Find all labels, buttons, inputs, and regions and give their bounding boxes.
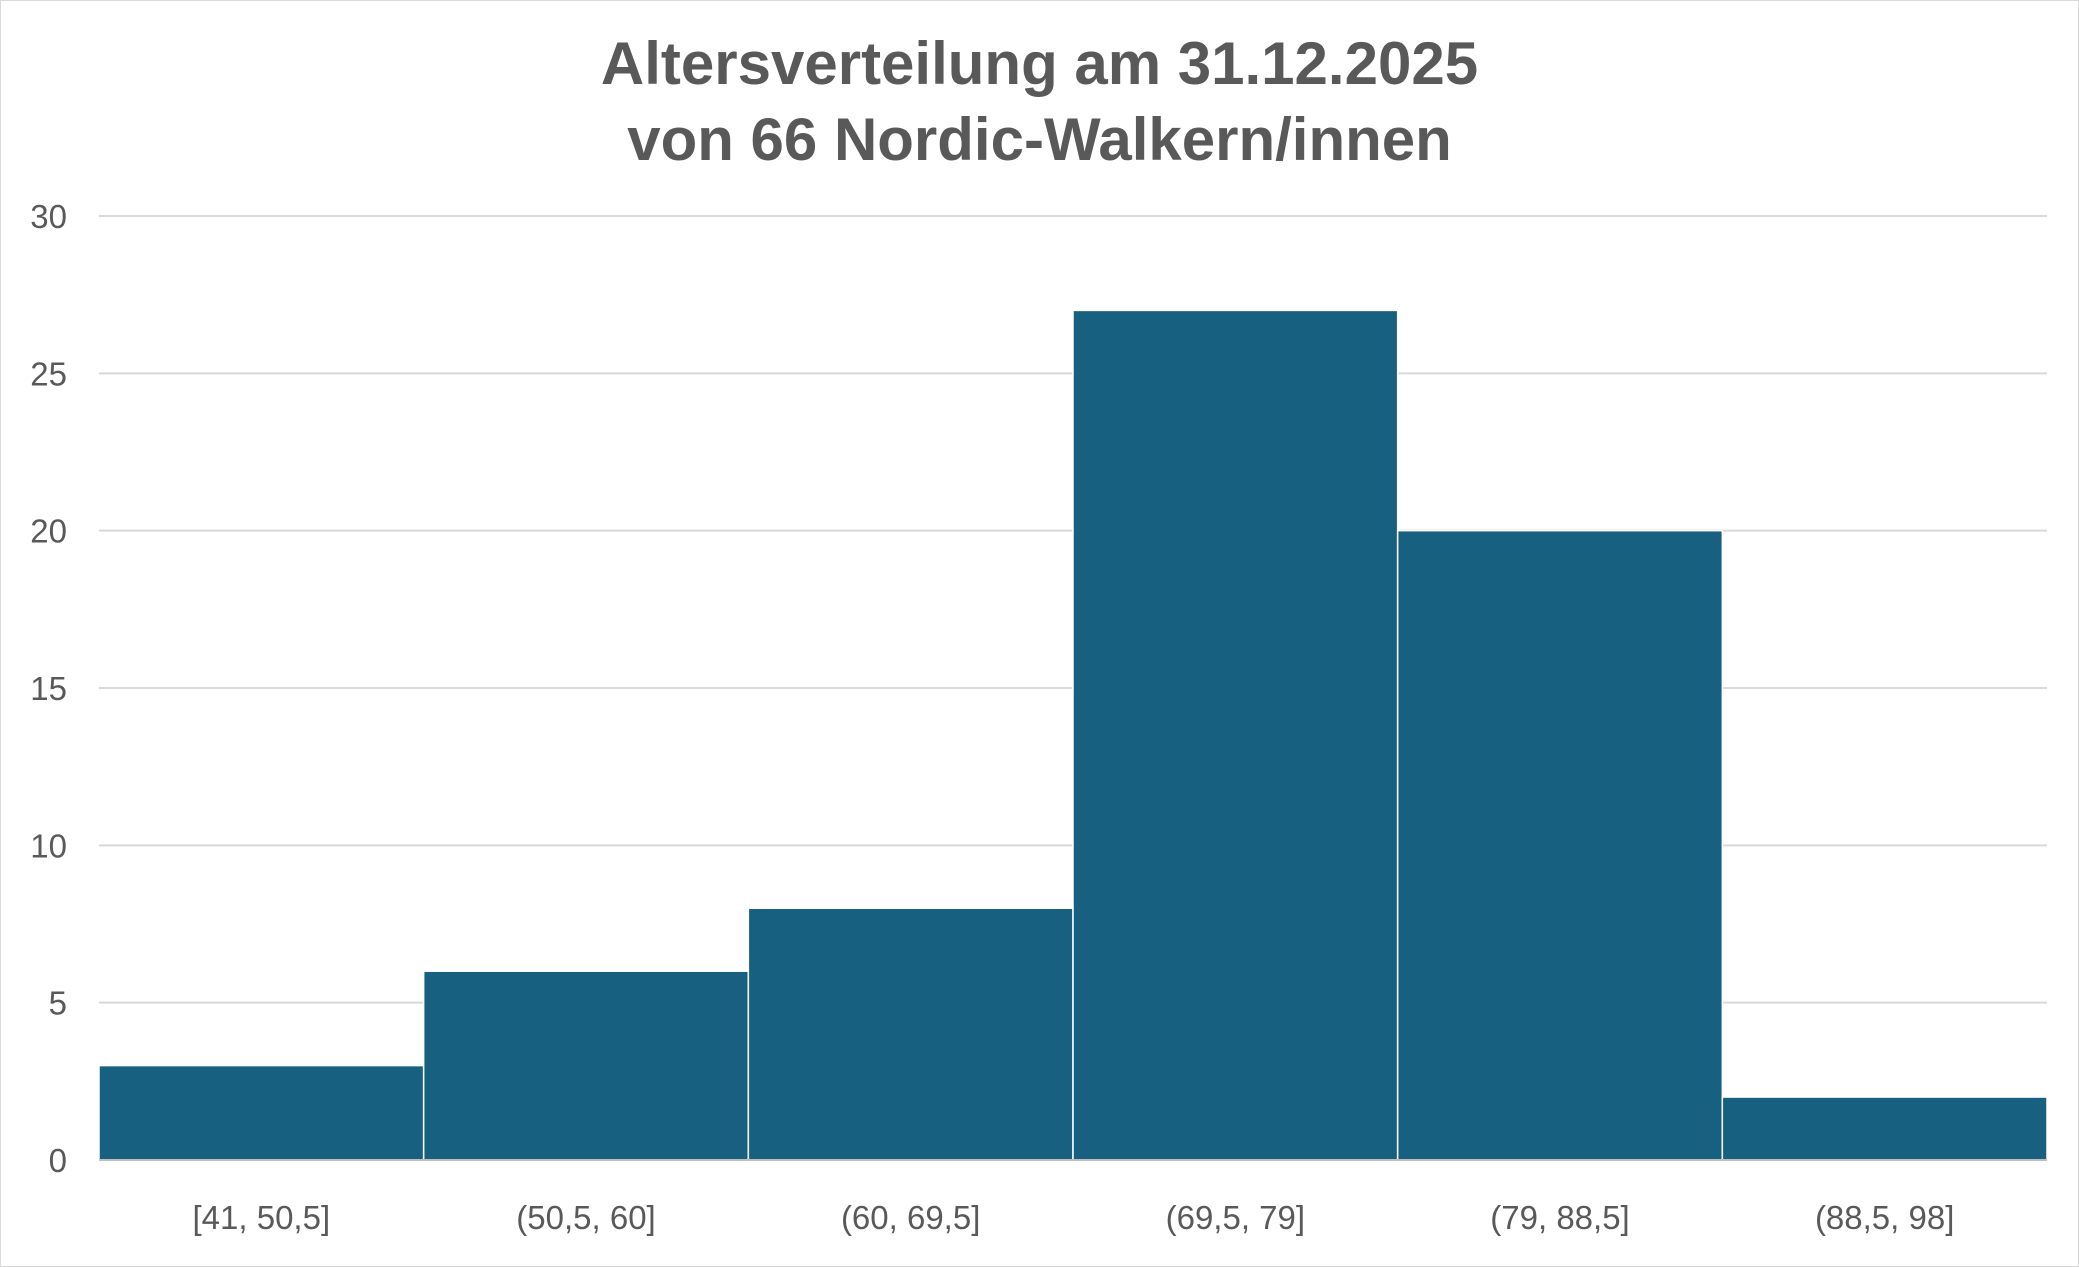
x-tick-label: (50,5, 60] — [516, 1199, 655, 1236]
bar — [1721, 1096, 2048, 1161]
y-tick-label: 10 — [30, 827, 67, 864]
bar — [747, 907, 1074, 1161]
y-tick-label: 15 — [30, 670, 67, 707]
x-tick-label: (79, 88,5] — [1490, 1199, 1629, 1236]
bars — [98, 309, 2048, 1161]
bar — [422, 970, 750, 1161]
bar — [1072, 309, 1399, 1161]
x-axis-tick-labels: [41, 50,5] (50,5, 60] (60, 69,5] (69,5, 79]… — [193, 1199, 1955, 1236]
y-tick-label: 5 — [49, 985, 67, 1022]
bar — [98, 1064, 425, 1161]
y-tick-label: 30 — [30, 198, 67, 235]
x-tick-label: (60, 69,5] — [841, 1199, 980, 1236]
chart-subtitle: von 66 Nordic-Walkern/innen — [627, 106, 1452, 173]
y-axis-tick-labels: 0 5 10 15 20 25 30 — [30, 198, 67, 1179]
x-tick-label: [41, 50,5] — [193, 1199, 331, 1236]
x-tick-label: (88,5, 98] — [1815, 1199, 1954, 1236]
x-tick-label: (69,5, 79] — [1166, 1199, 1305, 1236]
y-tick-label: 20 — [30, 513, 67, 550]
y-tick-label: 25 — [30, 355, 67, 392]
y-tick-label: 0 — [49, 1142, 67, 1179]
chart-title: Altersverteilung am 31.12.2025 — [600, 30, 1479, 97]
bar — [1396, 529, 1724, 1161]
